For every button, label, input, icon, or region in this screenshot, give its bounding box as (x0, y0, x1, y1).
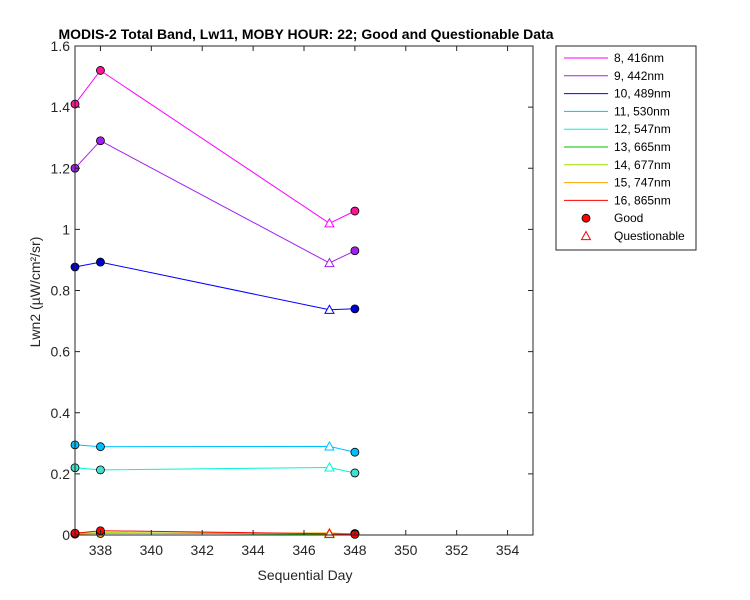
y-tick-label: 1.6 (51, 38, 71, 54)
legend-box (555, 45, 697, 251)
x-tick-label: 344 (241, 542, 265, 558)
x-tick-label: 338 (89, 542, 113, 558)
data-point-good (96, 136, 105, 146)
legend-entry: 15, 747nm (614, 176, 671, 190)
series-line (74, 261, 355, 311)
data-point-questionable (324, 257, 335, 268)
series-line (74, 466, 356, 474)
y-tick-label: 0.4 (51, 405, 71, 421)
data-point-good (350, 304, 360, 314)
y-tick-label: 1.2 (51, 160, 71, 176)
legend: 8, 416nm 9, 442nm 10, 489nm 11, 530nm 12, 54… (555, 45, 697, 251)
series-line (74, 444, 356, 453)
x-axis: 338 340 342 344 346 348 350 352 354 (89, 46, 520, 558)
data-point-good (350, 447, 360, 457)
plot-area (75, 46, 533, 535)
legend-entry: 12, 547nm (614, 122, 671, 136)
x-tick-label: 342 (191, 542, 215, 558)
legend-entry: Good (614, 211, 643, 225)
x-tick-label: 350 (394, 542, 418, 558)
data-point-questionable (324, 461, 335, 472)
plot-lines (74, 69, 356, 535)
y-tick-label: 0 (62, 527, 70, 543)
data-point-questionable (324, 217, 335, 228)
chart-title: MODIS-2 Total Band, Lw11, MOBY HOUR: 22;… (59, 26, 554, 42)
series-line (74, 140, 356, 264)
legend-entry: 11, 530nm (614, 104, 670, 118)
data-point-good (96, 465, 105, 475)
x-axis-label: Sequential Day (258, 567, 353, 583)
x-tick-label: 346 (292, 542, 316, 558)
y-tick-label: 1.4 (51, 99, 71, 115)
data-point-good (96, 442, 105, 452)
data-point-questionable (324, 304, 335, 314)
x-tick-label: 340 (140, 542, 164, 558)
y-tick-label: 1 (62, 221, 70, 237)
y-axis-label: Lwn2 (µW/cm²/sr) (27, 237, 43, 348)
series-line (74, 532, 355, 535)
legend-entry: 10, 489nm (614, 87, 671, 101)
y-axis: 0 0.2 0.4 0.6 0.8 1 1.2 1.4 1.6 (51, 38, 533, 543)
legend-entry: 16, 865nm (614, 193, 671, 207)
x-tick-label: 348 (343, 542, 367, 558)
legend-entry: 13, 665nm (614, 140, 671, 154)
y-tick-label: 0.8 (51, 283, 71, 299)
series-line (74, 69, 356, 224)
legend-entry: Questionable (614, 229, 685, 243)
x-tick-label: 354 (496, 542, 520, 558)
legend-entry: 8, 416nm (614, 51, 664, 65)
data-point-good (350, 246, 360, 256)
x-tick-label: 352 (445, 542, 469, 558)
legend-marker-questionable (580, 230, 592, 241)
legend-marker-good (581, 213, 591, 223)
data-point-questionable (324, 440, 335, 451)
y-tick-label: 0.6 (51, 344, 71, 360)
y-tick-label: 0.2 (51, 466, 71, 482)
data-point-good (350, 206, 360, 216)
legend-entry: 9, 442nm (614, 69, 664, 83)
data-point-good (96, 257, 105, 267)
data-point-good (96, 66, 105, 75)
series-line (74, 530, 355, 535)
data-point-good (350, 468, 360, 478)
legend-entry: 14, 677nm (614, 158, 671, 172)
